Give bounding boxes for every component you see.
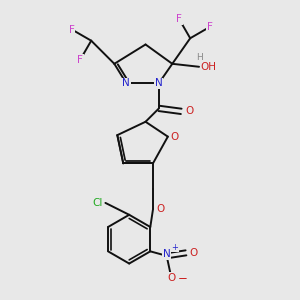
Text: F: F <box>77 55 83 65</box>
Text: O: O <box>156 204 164 214</box>
Text: O: O <box>189 248 197 258</box>
Text: O: O <box>171 132 179 142</box>
Text: O: O <box>186 106 194 116</box>
Text: +: + <box>172 243 178 252</box>
Text: F: F <box>69 25 75 34</box>
Text: Cl: Cl <box>92 198 102 208</box>
Text: −: − <box>178 272 188 285</box>
Text: O: O <box>167 273 175 283</box>
Text: OH: OH <box>200 62 217 72</box>
Text: N: N <box>163 249 170 259</box>
Text: N: N <box>122 78 130 88</box>
Text: F: F <box>207 22 212 32</box>
Text: F: F <box>176 14 182 24</box>
Text: H: H <box>196 53 202 62</box>
Text: N: N <box>155 78 163 88</box>
